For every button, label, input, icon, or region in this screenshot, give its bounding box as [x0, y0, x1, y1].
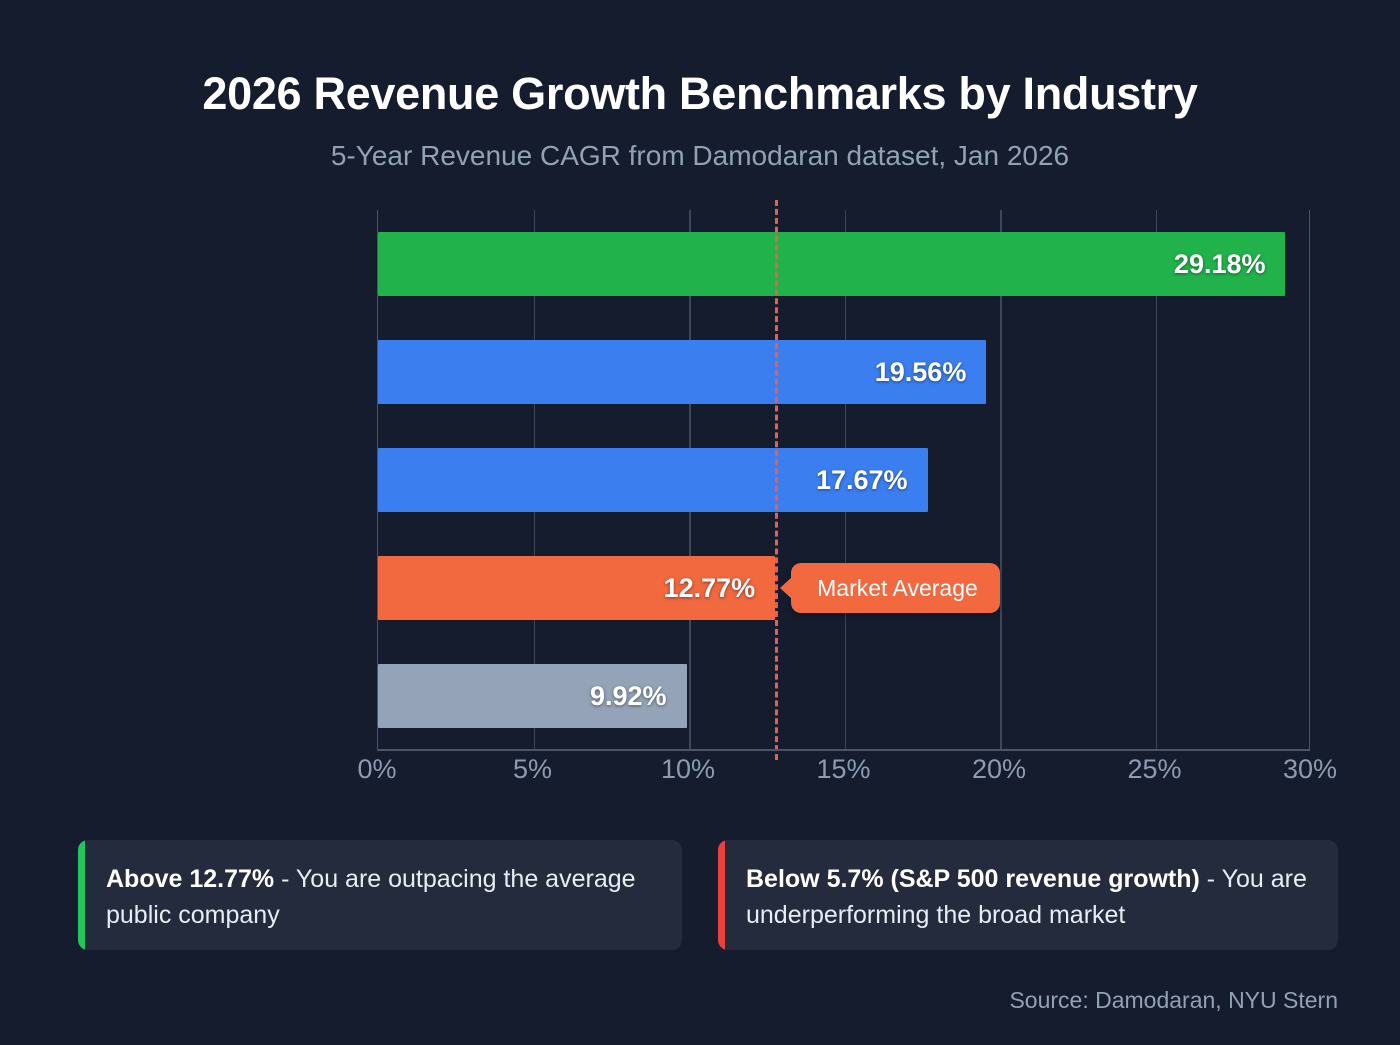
legend-card-accent-bar: [718, 840, 725, 950]
bar[interactable]: [378, 340, 987, 404]
bar[interactable]: [378, 232, 1286, 296]
bar[interactable]: [378, 448, 928, 512]
legend-card-accent-bar: [78, 840, 85, 950]
source-attribution: Source: Damodaran, NYU Stern: [1009, 987, 1338, 1013]
plot-area: Software (Internet)29.18% Software (Sys &…: [377, 200, 1310, 760]
bar-row: Advertising17.67%: [378, 448, 1309, 512]
x-tick-label: 5%: [512, 754, 553, 784]
legend-card-text: Below 5.7% (S&P 500 revenue growth) - Yo…: [746, 865, 1307, 929]
bar-row: Total Market Average12.77%: [378, 556, 1309, 620]
legend-card-threshold: Above 12.77%: [106, 865, 275, 893]
bar-value-label: 12.77%: [663, 572, 756, 603]
legend-card: Below 5.7% (S&P 500 revenue growth) - Yo…: [718, 840, 1338, 950]
x-axis-line: [377, 749, 1310, 751]
bar[interactable]: [378, 664, 687, 728]
legend-card-threshold: Below 5.7% (S&P 500 revenue growth): [746, 865, 1200, 893]
gridline: [1155, 210, 1157, 750]
bar[interactable]: [378, 556, 776, 620]
gridline: [1000, 210, 1002, 750]
market-average-reference-line: [775, 200, 779, 760]
bar-row: Software (Internet)29.18%: [378, 232, 1309, 296]
x-tick-label: 0%: [357, 754, 397, 784]
x-tick-label: 25%: [1127, 754, 1182, 784]
x-tick-label: 10%: [660, 754, 716, 784]
x-tick-label: 30%: [1282, 754, 1338, 784]
bar-row: Retail (General)9.92%: [378, 664, 1309, 728]
x-tick-label: 15%: [816, 754, 871, 784]
page-subtitle: 5-Year Revenue CAGR from Damodaran datas…: [330, 140, 1070, 171]
bar-value-label: 19.56%: [874, 356, 967, 387]
market-average-badge[interactable]: Market Average: [791, 563, 1000, 613]
page-title: 2026 Revenue Growth Benchmarks by Indust…: [202, 68, 1198, 119]
legend-card: Above 12.77% - You are outpacing the ave…: [78, 840, 682, 950]
bar-value-label: 17.67%: [815, 464, 908, 495]
x-tick-label: 20%: [971, 754, 1027, 784]
bar-row: Software (Sys & App)19.56%: [378, 340, 1309, 404]
bar-value-label: 29.18%: [1173, 248, 1266, 279]
bar-value-label: 9.92%: [589, 680, 667, 711]
legend-card-text: Above 12.77% - You are outpacing the ave…: [106, 865, 636, 929]
